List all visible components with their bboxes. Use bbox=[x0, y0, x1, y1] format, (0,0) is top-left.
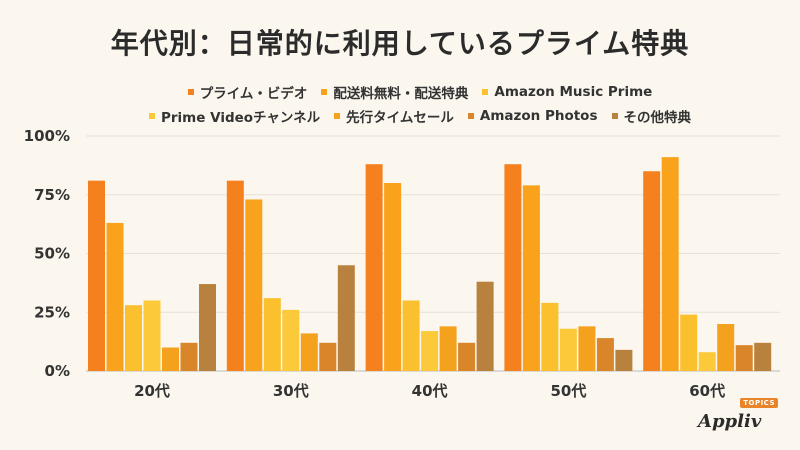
legend-item: Prime Videoチャンネル bbox=[149, 106, 320, 126]
legend-label: 配送料無料・配送特典 bbox=[333, 86, 469, 102]
legend-swatch bbox=[611, 113, 618, 119]
legend-swatch bbox=[149, 113, 155, 119]
bar bbox=[88, 180, 105, 371]
legend-label: Amazon Music Prime bbox=[494, 84, 653, 100]
bar bbox=[559, 328, 577, 371]
bar bbox=[578, 326, 596, 371]
bar bbox=[282, 309, 300, 371]
y-tick-label: 0% bbox=[45, 362, 70, 380]
bar bbox=[596, 338, 614, 371]
legend-swatch bbox=[482, 89, 489, 95]
appliv-logo: Appliv TOPICS bbox=[698, 398, 778, 432]
bar bbox=[698, 352, 716, 371]
x-tick-label: 40代 bbox=[412, 382, 448, 400]
bar bbox=[245, 199, 263, 371]
bar bbox=[735, 345, 753, 371]
legend-label: その他特典 bbox=[623, 110, 692, 126]
x-tick-label: 50代 bbox=[550, 382, 586, 400]
y-tick-label: 25% bbox=[34, 303, 70, 321]
legend-swatch bbox=[334, 113, 341, 119]
bar bbox=[421, 331, 439, 371]
logo-text: Appliv bbox=[698, 411, 762, 432]
bar bbox=[384, 183, 402, 371]
legend-item: 先行タイムセール bbox=[334, 106, 454, 126]
x-tick-label: 20代 bbox=[134, 382, 170, 400]
bar bbox=[717, 324, 735, 371]
bar bbox=[162, 347, 179, 371]
bar bbox=[522, 185, 540, 371]
legend-label: Prime Videoチャンネル bbox=[161, 110, 321, 126]
legend-swatch bbox=[467, 113, 474, 119]
legend-swatch bbox=[321, 89, 328, 95]
bar bbox=[337, 265, 355, 371]
legend: プライム・ビデオ 配送料無料・配送特典 Amazon Music Prime Prim… bbox=[100, 82, 740, 126]
legend-label: プライム・ビデオ bbox=[199, 86, 308, 102]
bar bbox=[319, 342, 337, 371]
legend-item: 配送料無料・配送特典 bbox=[321, 82, 468, 102]
bar bbox=[754, 342, 772, 371]
y-tick-label: 100% bbox=[24, 127, 70, 145]
bar bbox=[199, 284, 216, 371]
bar bbox=[680, 314, 698, 371]
bar bbox=[365, 164, 383, 371]
bar bbox=[476, 281, 494, 371]
chart-title: 年代別：日常的に利用しているプライム特典 bbox=[110, 27, 690, 60]
bar bbox=[180, 342, 198, 371]
bar bbox=[226, 180, 244, 371]
bar bbox=[458, 342, 476, 371]
legend-item: プライム・ビデオ bbox=[187, 82, 308, 102]
legend-swatch bbox=[187, 89, 194, 95]
legend-item: Amazon Music Prime bbox=[482, 82, 652, 102]
logo-badge: TOPICS bbox=[740, 398, 778, 408]
bar bbox=[643, 171, 661, 371]
bar bbox=[541, 302, 559, 371]
x-tick-label: 30代 bbox=[273, 382, 309, 400]
bar bbox=[402, 300, 420, 371]
bar bbox=[300, 333, 318, 371]
y-tick-label: 50% bbox=[34, 245, 70, 263]
y-tick-label: 75% bbox=[34, 186, 70, 204]
bar bbox=[125, 305, 142, 371]
bar bbox=[439, 326, 457, 371]
bar bbox=[615, 349, 633, 371]
bar bbox=[263, 298, 281, 371]
legend-label: Amazon Photos bbox=[479, 108, 598, 124]
x-tick-label: 60代 bbox=[689, 382, 725, 400]
legend-label: 先行タイムセール bbox=[346, 110, 454, 126]
bar bbox=[143, 300, 161, 371]
bar bbox=[661, 157, 679, 371]
legend-item: その他特典 bbox=[611, 106, 692, 126]
legend-item: Amazon Photos bbox=[467, 106, 598, 126]
bar bbox=[504, 164, 522, 371]
bar bbox=[106, 222, 124, 371]
